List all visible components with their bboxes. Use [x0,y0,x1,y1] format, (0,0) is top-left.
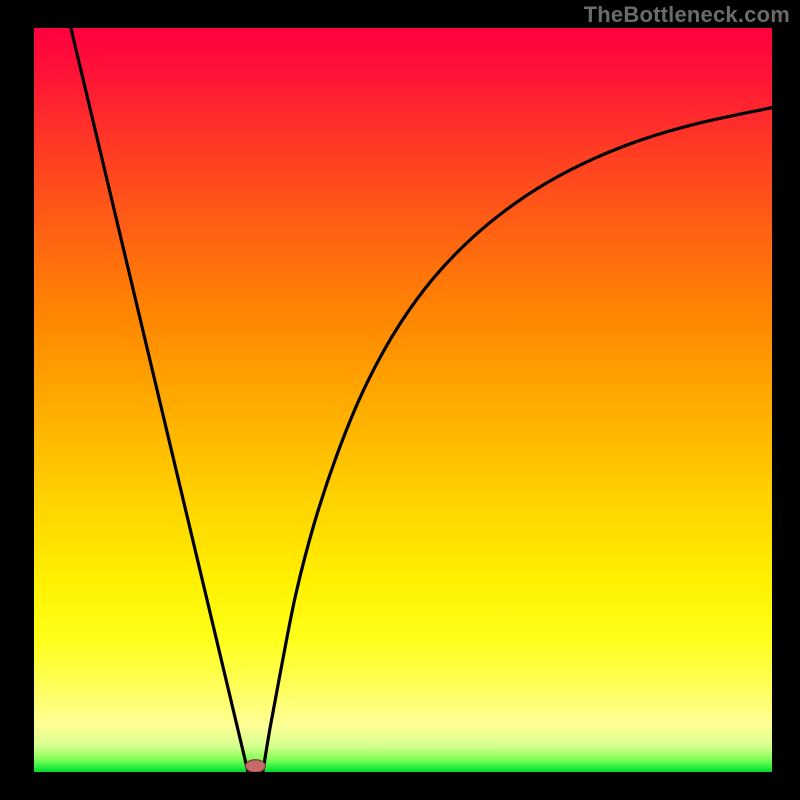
chart-container: TheBottleneck.com [0,0,800,800]
bottleneck-chart [0,0,800,800]
watermark-text: TheBottleneck.com [584,2,790,28]
